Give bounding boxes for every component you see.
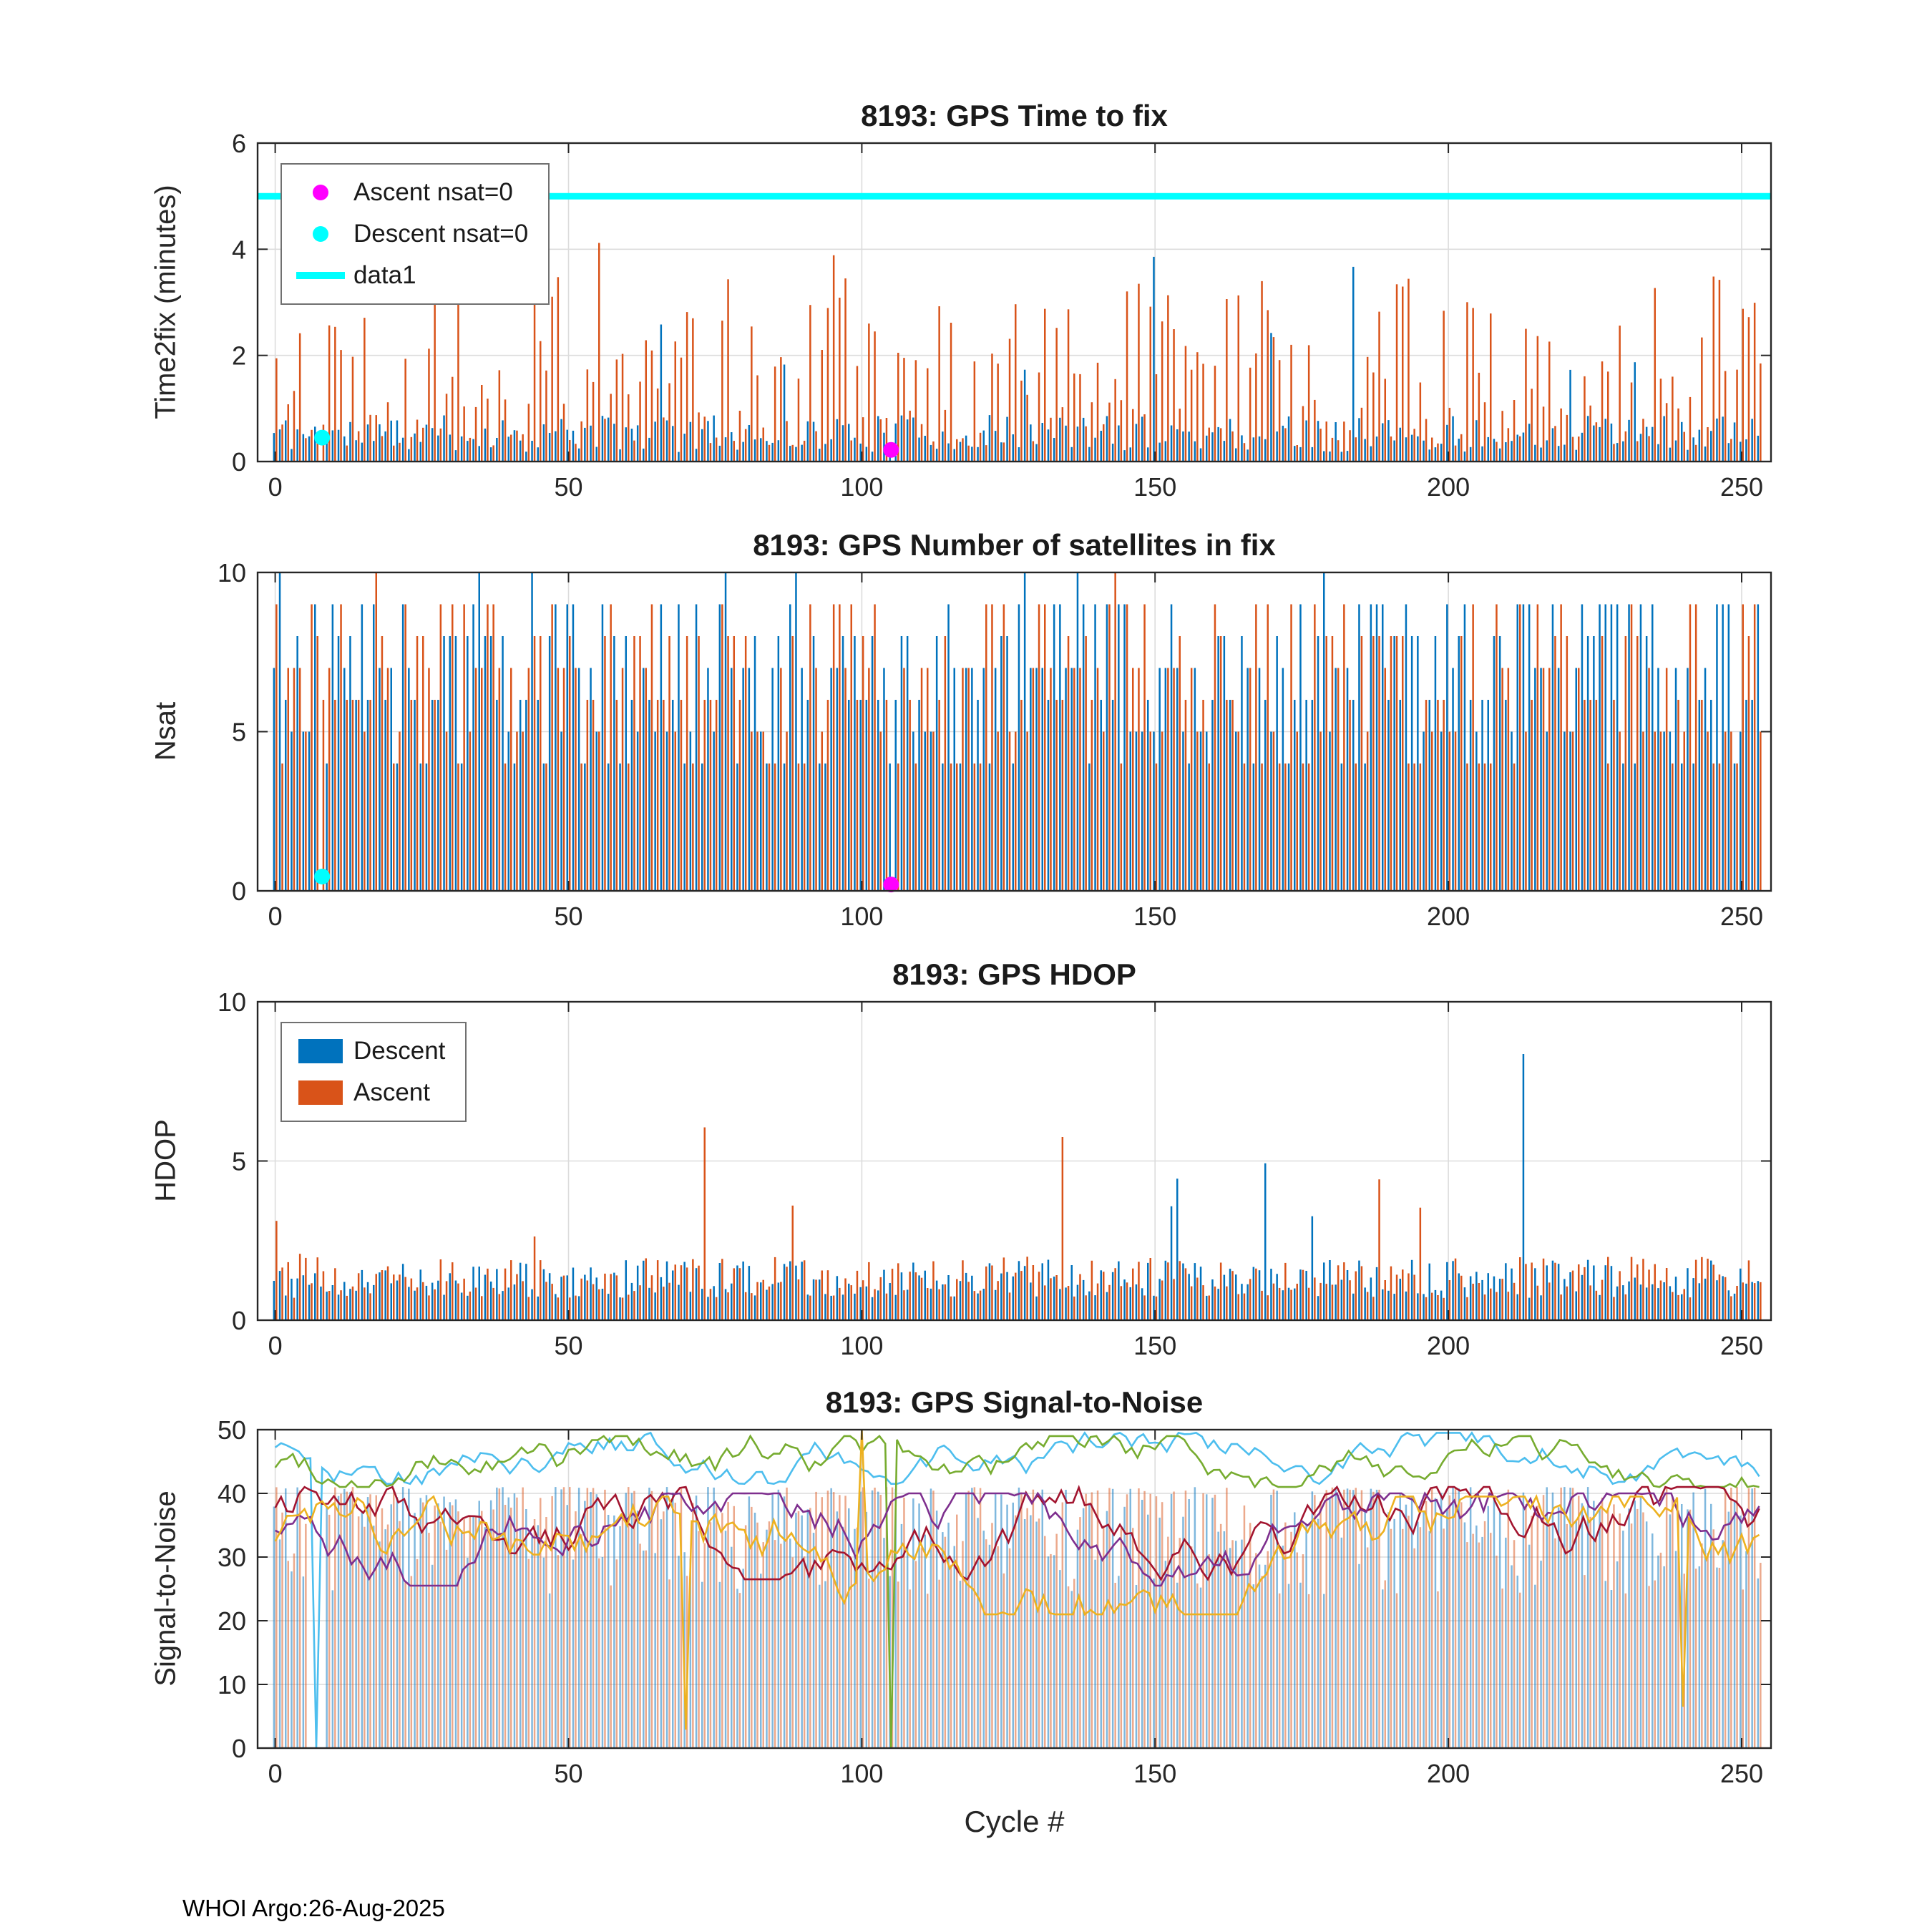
svg-text:50: 50 (554, 1331, 582, 1360)
legend-label: data1 (353, 261, 416, 289)
descent-bar-icon (288, 1039, 353, 1063)
hdop-title: 8193: GPS HDOP (892, 957, 1136, 991)
svg-text:4: 4 (232, 235, 246, 264)
footer-text: WHOI Argo:26-Aug-2025 (182, 1895, 445, 1921)
legend-label: Ascent nsat=0 (353, 178, 513, 206)
legend-label: Ascent (353, 1078, 430, 1106)
time2fix-legend: Ascent nsat=0 Descent nsat=0 data1 (280, 163, 550, 305)
svg-text:10: 10 (218, 987, 246, 1017)
ascent-bar-icon (288, 1080, 353, 1105)
svg-text:10: 10 (218, 1670, 246, 1699)
svg-text:50: 50 (218, 1415, 246, 1445)
x-axis-label: Cycle # (964, 1805, 1065, 1838)
nsat-ylabel: Nsat (150, 701, 182, 761)
svg-text:150: 150 (1133, 472, 1176, 502)
svg-text:10: 10 (218, 558, 246, 587)
svg-text:200: 200 (1427, 1759, 1470, 1788)
svg-text:200: 200 (1427, 472, 1470, 502)
svg-text:5: 5 (232, 718, 246, 747)
svg-text:30: 30 (218, 1543, 246, 1572)
svg-text:0: 0 (268, 902, 283, 931)
snr-ylabel: Signal-to-Noise (150, 1491, 182, 1687)
svg-text:20: 20 (218, 1606, 246, 1636)
svg-text:100: 100 (840, 1759, 883, 1788)
svg-text:250: 250 (1720, 472, 1763, 502)
svg-text:150: 150 (1133, 1759, 1176, 1788)
legend-label: Descent (353, 1037, 446, 1065)
svg-text:5: 5 (232, 1147, 246, 1176)
svg-text:200: 200 (1427, 902, 1470, 931)
svg-text:0: 0 (268, 472, 283, 502)
svg-text:0: 0 (232, 1734, 246, 1763)
orange-rect-icon (298, 1080, 343, 1105)
svg-text:0: 0 (232, 447, 246, 477)
legend-row: data1 (288, 255, 528, 296)
svg-text:50: 50 (554, 902, 582, 931)
legend-row: Ascent nsat=0 (288, 172, 528, 213)
svg-text:0: 0 (268, 1331, 283, 1360)
snr-title: 8193: GPS Signal-to-Noise (825, 1385, 1204, 1419)
snr-plot: 0 50 100 150 200 250 0 10 20 30 40 50 (218, 1415, 1772, 1788)
svg-text:50: 50 (554, 1759, 582, 1788)
svg-text:0: 0 (232, 877, 246, 906)
legend-row: Descent nsat=0 (288, 213, 528, 255)
time2fix-ylabel: Time2fix (minutes) (150, 185, 182, 419)
svg-text:6: 6 (232, 129, 246, 158)
data1-line-icon (288, 272, 353, 279)
svg-text:250: 250 (1720, 1331, 1763, 1360)
legend-label: Descent nsat=0 (353, 220, 529, 248)
blue-rect-icon (298, 1039, 343, 1063)
svg-text:250: 250 (1720, 902, 1763, 931)
hdop-plot: 0 50 100 150 200 250 0 5 10 (218, 987, 1772, 1360)
svg-text:250: 250 (1720, 1759, 1763, 1788)
time2fix-title: 8193: GPS Time to fix (861, 99, 1168, 132)
ascent-nsat0-marker-icon (288, 185, 353, 200)
time2fix-plot: 0 50 100 150 200 250 0 2 4 6 (232, 129, 1772, 502)
hdop-ylabel: HDOP (150, 1119, 182, 1202)
cyan-dot-icon (313, 226, 328, 242)
svg-text:100: 100 (840, 902, 883, 931)
svg-text:100: 100 (840, 1331, 883, 1360)
hdop-legend: Descent Ascent (280, 1022, 467, 1122)
svg-text:0: 0 (268, 1759, 283, 1788)
descent-nsat0-marker-icon (288, 226, 353, 242)
svg-text:0: 0 (232, 1306, 246, 1335)
svg-text:200: 200 (1427, 1331, 1470, 1360)
svg-text:40: 40 (218, 1479, 246, 1508)
svg-text:150: 150 (1133, 1331, 1176, 1360)
cyan-line-icon (296, 272, 345, 279)
svg-text:150: 150 (1133, 902, 1176, 931)
nsat-title: 8193: GPS Number of satellites in fix (753, 528, 1276, 562)
legend-row: Ascent (288, 1072, 445, 1113)
legend-row: Descent (288, 1030, 445, 1072)
svg-text:50: 50 (554, 472, 582, 502)
svg-text:100: 100 (840, 472, 883, 502)
magenta-dot-icon (313, 185, 328, 200)
nsat-plot: 0 50 100 150 200 250 0 5 10 (218, 558, 1772, 931)
svg-text:2: 2 (232, 341, 246, 371)
